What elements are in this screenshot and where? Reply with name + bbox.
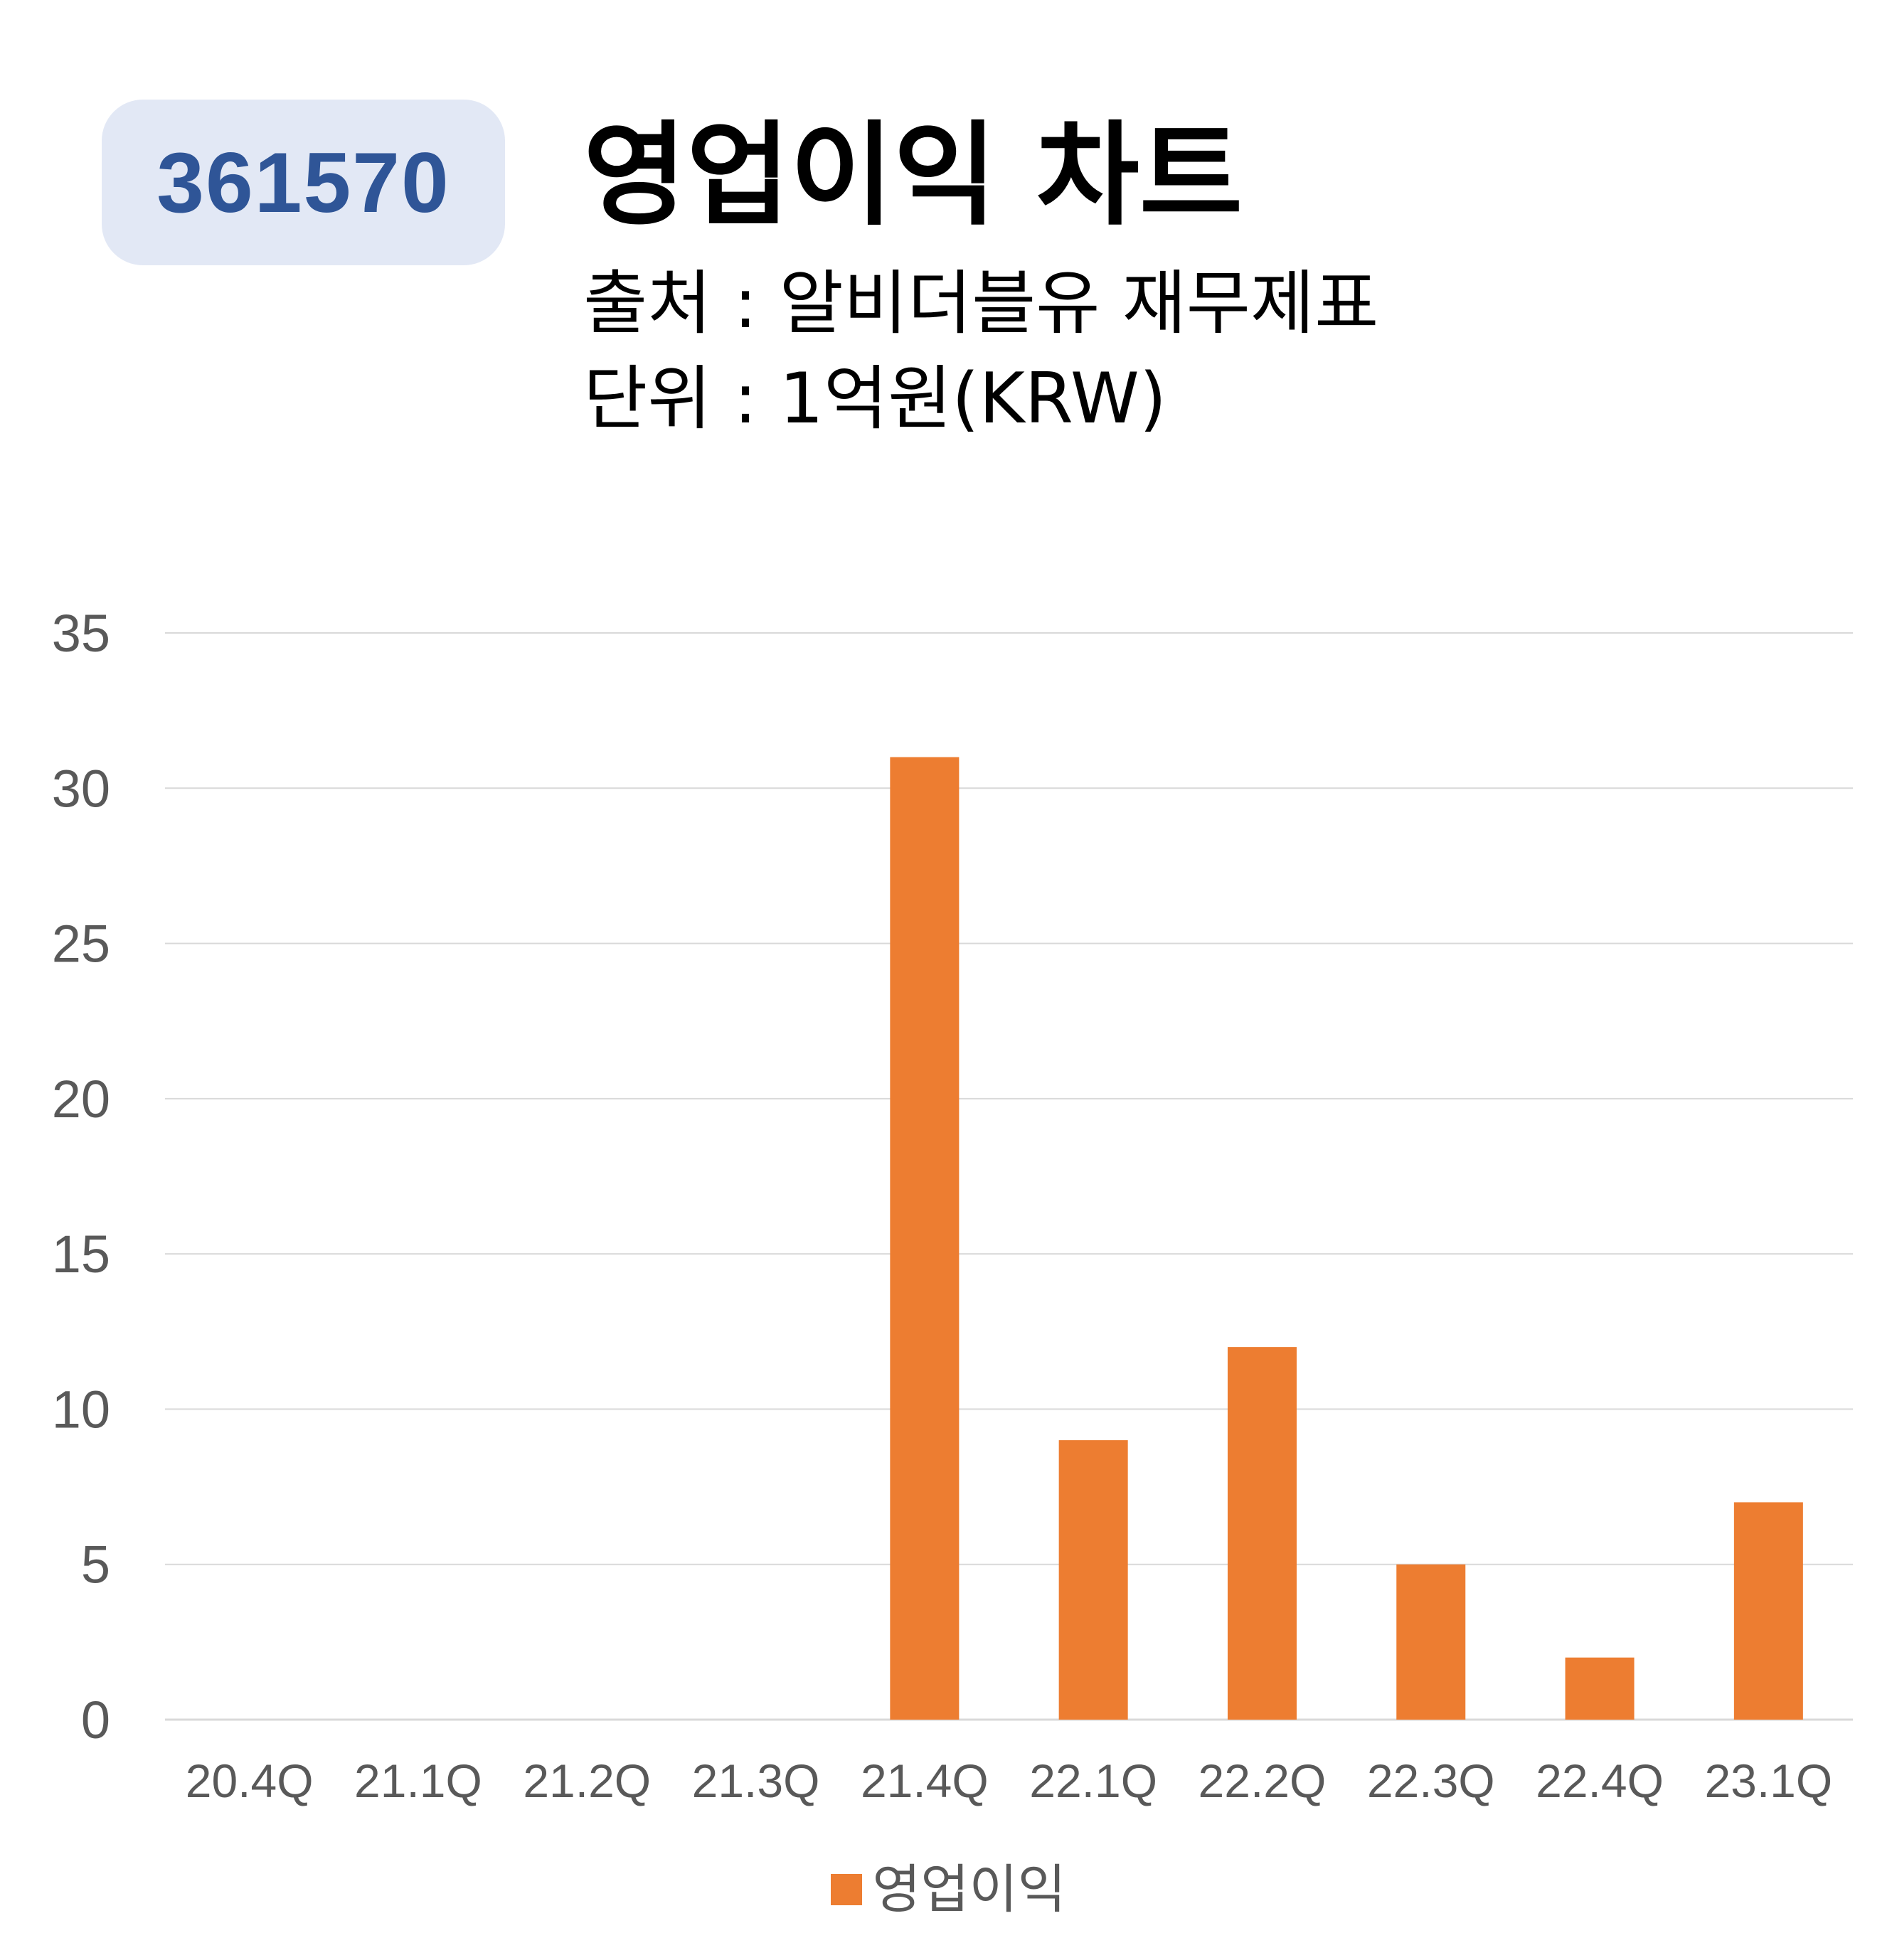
chart-title: 영업이익 차트 [583,110,1243,241]
legend-label: 영업이익 [872,1859,1066,1920]
x-tick-label: 23.1Q [1704,1754,1832,1807]
x-tick-label: 22.2Q [1199,1754,1327,1807]
bar [1227,1347,1297,1720]
y-tick-label: 20 [52,1070,110,1129]
ticker-badge: 361570 [102,100,505,265]
x-tick-label: 21.3Q [692,1754,820,1807]
x-tick-label: 21.2Q [523,1754,651,1807]
x-tick-label: 21.1Q [354,1754,482,1807]
x-tick-label: 22.3Q [1367,1754,1495,1807]
legend-swatch [831,1874,863,1905]
y-tick-label: 25 [52,915,110,974]
legend: 영업이익 [0,1863,1897,1916]
x-tick-label: 20.4Q [186,1754,314,1807]
unit-line: 단위 : 1억원(KRW) [583,358,1167,440]
y-tick-label: 15 [52,1225,110,1284]
y-tick-label: 30 [52,759,110,818]
x-tick-label: 21.4Q [861,1754,989,1807]
ticker-code: 361570 [156,134,450,230]
y-tick-label: 10 [52,1380,110,1439]
bar [890,757,960,1720]
bar [1565,1657,1635,1720]
y-tick-label: 35 [52,604,110,663]
bar [1733,1502,1803,1720]
y-tick-label: 5 [81,1535,110,1594]
bar [1396,1564,1466,1720]
x-tick-label: 22.4Q [1536,1754,1664,1807]
bar [1058,1440,1128,1720]
y-tick-label: 0 [81,1690,110,1749]
x-tick-label: 22.1Q [1029,1754,1157,1807]
source-line: 출처 : 알비더블유 재무제표 [583,263,1379,344]
